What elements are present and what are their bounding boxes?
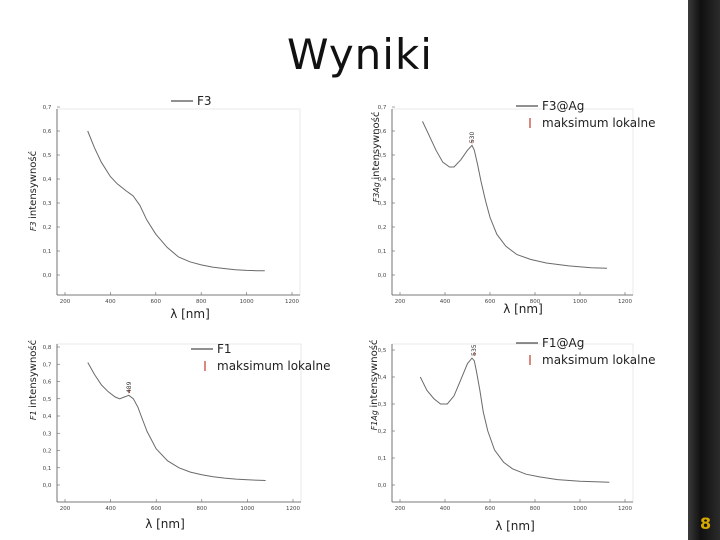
y-tick-label: 0,3	[43, 431, 52, 437]
y-tick-label: 0,6	[378, 129, 387, 135]
x-axis-label: λ [nm]	[170, 307, 210, 321]
y-axis-label: F3 intensywność	[27, 151, 39, 231]
y-tick-label: 0,1	[43, 249, 52, 255]
chart-f3ag: 0,0 0,1 0,2 0,3 0,4 0,5 0,6 0,7 200 400 600 800 1000…	[355, 95, 690, 325]
y-tick-label: 0,0	[378, 483, 387, 489]
plot-frame	[391, 343, 634, 503]
legend-label: F1@Ag	[542, 336, 584, 350]
x-axis-label: λ [nm]	[503, 302, 543, 316]
y-tick-label: 0,4	[43, 177, 52, 183]
y-tick-label: 0,4	[378, 177, 387, 183]
y-axis-label-prefix: F1Ag	[370, 408, 379, 431]
legend-label: maksimum lokalne	[542, 116, 655, 130]
x-tick-label: 800	[530, 299, 541, 305]
y-tick-label: 0,0	[378, 273, 387, 279]
y-tick-label: 0,3	[378, 201, 387, 207]
x-tick-label: 600	[151, 299, 162, 305]
x-tick-label: 1200	[618, 506, 632, 512]
x-tick-label: 800	[530, 506, 541, 512]
decorative-side-strip	[688, 0, 720, 540]
x-tick-label: 200	[395, 506, 406, 512]
y-tick-label: 0,2	[43, 225, 52, 231]
y-tick-label: 0,5	[43, 153, 52, 159]
y-tick-label: 0,6	[43, 380, 52, 386]
y-tick-label: 0,1	[378, 456, 387, 462]
plot-frame	[56, 108, 301, 296]
y-axis-label-prefix: F3Ag	[372, 180, 381, 203]
x-tick-label: 1000	[240, 299, 254, 305]
chart-f1ag: 0,0 0,1 0,2 0,3 0,4 0,5 200 400 600 800 1000 1200 53…	[355, 330, 690, 535]
legend-label: F3@Ag	[542, 99, 584, 113]
y-tick-label: 0,3	[378, 402, 387, 408]
legend-label: F1	[217, 342, 232, 356]
y-tick-label: 0,0	[43, 273, 52, 279]
y-axis-label-text: intensywność	[27, 340, 39, 408]
y-tick-label: 0,7	[43, 362, 52, 368]
plot-frame	[391, 108, 634, 296]
y-axis-label-prefix: F3	[29, 219, 38, 231]
x-tick-label: 400	[440, 506, 451, 512]
y-tick-label: 0,5	[378, 153, 387, 159]
y-tick-label: 0,3	[43, 201, 52, 207]
chart-f3: 0,0 0,1 0,2 0,3 0,4 0,5 0,6 0,7 200 400 600 800 1000…	[10, 94, 350, 325]
y-tick-label: 0,4	[43, 414, 52, 420]
x-tick-label: 1000	[240, 506, 254, 512]
y-tick-label: 0,6	[43, 129, 52, 135]
y-tick-label: 0,2	[43, 449, 52, 455]
y-tick-label: 0,8	[43, 345, 52, 351]
x-tick-label: 400	[105, 299, 116, 305]
y-tick-label: 0,0	[43, 483, 52, 489]
x-tick-label: 1200	[618, 299, 632, 305]
page-title: Wyniki	[287, 30, 433, 79]
y-axis-label-text: intensywność	[368, 340, 380, 408]
y-axis-label-text: intensywność	[370, 112, 382, 180]
y-tick-label: 0,5	[378, 348, 387, 354]
y-axis-label-prefix: F1	[29, 408, 38, 420]
data-series-line	[87, 362, 266, 481]
data-series-line	[422, 121, 608, 269]
y-tick-label: 0,1	[378, 249, 387, 255]
chart-f3ag-svg: 0,0 0,1 0,2 0,3 0,4 0,5 0,6 0,7 200 400 600 800 1000…	[370, 99, 655, 316]
x-tick-label: 1200	[286, 506, 300, 512]
legend-label: maksimum lokalne	[542, 353, 655, 367]
x-tick-label: 1200	[285, 299, 299, 305]
x-tick-label: 600	[151, 506, 162, 512]
x-tick-label: 200	[60, 299, 71, 305]
x-tick-label: 800	[197, 506, 208, 512]
legend-label: F3	[197, 95, 212, 108]
x-tick-label: 1000	[573, 506, 587, 512]
x-tick-label: 200	[60, 506, 71, 512]
y-tick-label: 0,2	[378, 225, 387, 231]
local-max-label: 530	[469, 131, 476, 143]
local-max-label: 535	[471, 344, 478, 356]
page-number: 8	[700, 514, 712, 533]
x-axis-label: λ [nm]	[145, 517, 185, 531]
x-tick-label: 600	[485, 506, 496, 512]
y-tick-label: 0,5	[43, 397, 52, 403]
chart-f1ag-svg: 0,0 0,1 0,2 0,3 0,4 0,5 200 400 600 800 1000 1200 53…	[368, 336, 655, 533]
x-tick-label: 200	[395, 299, 406, 305]
y-tick-label: 0,7	[378, 105, 387, 111]
data-series-line	[419, 357, 610, 483]
y-axis-label: F3Ag intensywność	[370, 112, 382, 203]
chart-f1: 0,0 0,1 0,2 0,3 0,4 0,5 0,6 0,7 0,8 200 400 600 800 1…	[10, 330, 360, 535]
chart-f1-svg: 0,0 0,1 0,2 0,3 0,4 0,5 0,6 0,7 0,8 200 400 600 800 1…	[27, 340, 330, 531]
x-tick-label: 800	[196, 299, 207, 305]
y-tick-label: 0,1	[43, 466, 52, 472]
data-series-line	[87, 130, 265, 272]
local-max-label: 489	[126, 381, 133, 393]
x-axis-label: λ [nm]	[495, 519, 535, 533]
x-tick-label: 400	[105, 506, 116, 512]
y-tick-label: 0,2	[378, 429, 387, 435]
x-tick-label: 600	[485, 299, 496, 305]
x-tick-label: 400	[440, 299, 451, 305]
y-axis-label: F1Ag intensywność	[368, 340, 380, 431]
x-tick-label: 1000	[573, 299, 587, 305]
y-tick-label: 0,7	[43, 105, 52, 111]
legend-label: maksimum lokalne	[217, 359, 330, 373]
y-axis-label: F1 intensywność	[27, 340, 39, 420]
chart-f3-svg: 0,0 0,1 0,2 0,3 0,4 0,5 0,6 0,7 200 400 600 800 1000…	[27, 94, 301, 321]
y-axis-label-text: intensywność	[27, 151, 39, 219]
y-tick-label: 0,4	[378, 375, 387, 381]
